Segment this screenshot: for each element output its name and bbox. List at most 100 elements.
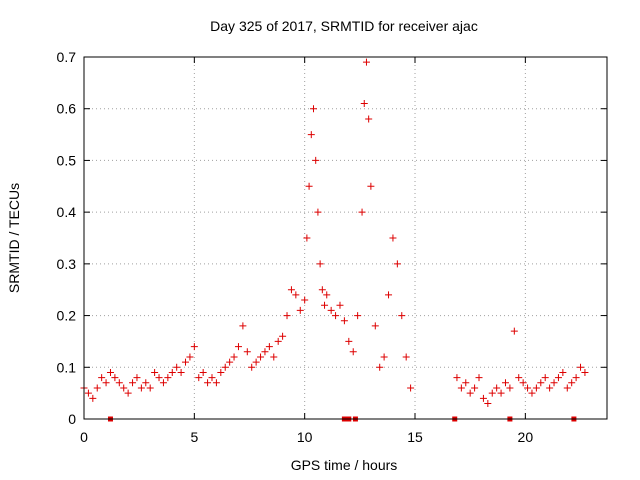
data-point — [252, 358, 260, 366]
data-point — [151, 368, 159, 376]
data-point — [541, 374, 549, 382]
data-point — [159, 379, 167, 387]
data-point — [318, 286, 326, 294]
data-point — [484, 399, 492, 407]
data-point — [376, 363, 384, 371]
plot-frame — [83, 56, 608, 420]
data-point — [466, 389, 474, 397]
data-point — [155, 374, 163, 382]
data-point — [98, 374, 106, 382]
data-point — [581, 368, 589, 376]
data-point — [168, 368, 176, 376]
data-point — [243, 348, 251, 356]
data-point — [307, 131, 315, 139]
data-point — [248, 363, 256, 371]
data-point — [164, 374, 172, 382]
data-point — [221, 363, 229, 371]
data-point — [546, 384, 554, 392]
data-point — [550, 379, 558, 387]
data-point — [323, 291, 331, 299]
y-tick-label: 0.6 — [57, 101, 77, 117]
data-point — [301, 296, 309, 304]
data-point — [182, 358, 190, 366]
data-point — [349, 348, 357, 356]
data-point — [393, 260, 401, 268]
data-point — [305, 182, 313, 190]
data-point — [354, 312, 362, 320]
data-point — [336, 301, 344, 309]
data-point — [142, 379, 150, 387]
data-point — [208, 374, 216, 382]
data-point — [93, 384, 101, 392]
data-point — [283, 312, 291, 320]
data-point — [217, 368, 225, 376]
data-point — [190, 343, 198, 351]
data-point — [568, 379, 576, 387]
data-point — [524, 384, 532, 392]
data-point — [506, 384, 514, 392]
x-tick-label: 20 — [518, 429, 534, 445]
data-point — [274, 337, 282, 345]
data-point — [279, 332, 287, 340]
data-point — [365, 115, 373, 123]
data-point — [554, 374, 562, 382]
data-point — [519, 379, 527, 387]
data-point — [453, 374, 461, 382]
data-point — [111, 374, 119, 382]
data-point — [199, 368, 207, 376]
data-point — [559, 368, 567, 376]
data-point — [124, 389, 132, 397]
data-point — [563, 384, 571, 392]
data-point — [457, 384, 465, 392]
data-point — [321, 301, 329, 309]
data-points — [80, 58, 589, 407]
data-point — [497, 389, 505, 397]
data-point — [327, 306, 335, 314]
data-point — [312, 156, 320, 164]
y-tick-label: 0.2 — [57, 308, 77, 324]
data-point — [340, 317, 348, 325]
data-point — [475, 374, 483, 382]
data-point — [292, 291, 300, 299]
data-point — [186, 353, 194, 361]
data-point — [316, 260, 324, 268]
data-point — [332, 312, 340, 320]
data-point — [572, 374, 580, 382]
data-point — [515, 374, 523, 382]
y-tick-label: 0.4 — [57, 204, 77, 220]
data-point — [115, 379, 123, 387]
data-point — [360, 100, 368, 108]
y-tick-label: 0.5 — [57, 152, 77, 168]
y-axis-label: SRMTID / TECUs — [6, 183, 22, 293]
data-point — [257, 353, 265, 361]
data-point — [137, 384, 145, 392]
data-point — [479, 394, 487, 402]
x-axis-tick-labels: 0 5 10 15 20 — [80, 429, 533, 445]
data-point — [314, 208, 322, 216]
data-point — [133, 374, 141, 382]
data-point — [195, 374, 203, 382]
data-point — [462, 379, 470, 387]
data-point — [173, 363, 181, 371]
data-point — [212, 379, 220, 387]
data-point — [501, 379, 509, 387]
data-point — [345, 337, 353, 345]
data-point — [371, 322, 379, 330]
data-point — [407, 384, 415, 392]
y-tick-label: 0.1 — [57, 359, 77, 375]
data-point — [303, 234, 311, 242]
data-point — [226, 358, 234, 366]
x-tick-label: 15 — [407, 429, 423, 445]
data-point — [402, 353, 410, 361]
data-point — [398, 312, 406, 320]
data-point — [358, 208, 366, 216]
data-point — [230, 353, 238, 361]
data-point — [532, 384, 540, 392]
x-tick-label: 10 — [297, 429, 313, 445]
data-point — [89, 394, 97, 402]
data-point — [362, 58, 370, 66]
data-point — [528, 389, 536, 397]
y-tick-label: 0 — [68, 411, 76, 427]
data-point — [239, 322, 247, 330]
